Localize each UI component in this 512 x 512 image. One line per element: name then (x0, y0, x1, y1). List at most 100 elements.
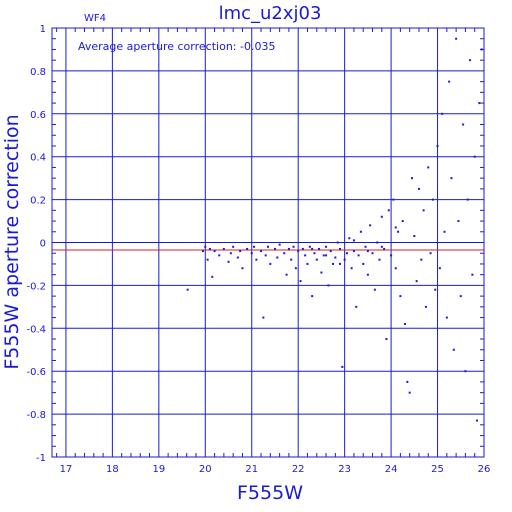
data-point-0-101 (455, 37, 458, 40)
data-point-0-31 (292, 245, 295, 248)
data-point-0-112 (480, 48, 483, 51)
y-tick-label-6: -0.2 (26, 281, 46, 292)
data-point-0-118 (380, 245, 383, 248)
data-point-0-34 (299, 280, 302, 283)
data-point-0-119 (394, 226, 397, 229)
data-point-0-29 (287, 247, 290, 250)
data-point-0-43 (320, 271, 323, 274)
data-point-0-60 (359, 230, 362, 233)
data-point-0-85 (417, 187, 420, 190)
y-tick-label-4: 0.2 (30, 196, 46, 207)
x-tick-label-0: 17 (60, 464, 73, 475)
data-point-0-45 (325, 245, 328, 248)
data-point-0-0 (186, 288, 189, 291)
data-point-0-2 (204, 245, 207, 248)
x-axis-label: F555W (237, 482, 303, 504)
average-annotation: Average aperture correction: -0.035 (78, 40, 275, 53)
data-point-0-116 (352, 239, 355, 242)
data-point-0-26 (278, 243, 281, 246)
data-point-0-17 (253, 245, 256, 248)
data-point-0-69 (380, 215, 383, 218)
data-point-0-90 (429, 252, 432, 255)
data-point-0-16 (250, 252, 253, 255)
data-point-0-109 (473, 155, 476, 158)
data-point-0-76 (397, 230, 400, 233)
data-point-0-30 (290, 258, 293, 261)
data-point-0-47 (329, 250, 332, 253)
data-points (186, 37, 483, 422)
data-point-0-100 (452, 348, 455, 351)
data-point-0-110 (476, 419, 479, 422)
data-point-0-20 (262, 316, 265, 319)
data-point-0-70 (383, 247, 386, 250)
data-point-0-22 (267, 245, 269, 248)
y-axis-label: F555W aperture correction (1, 114, 23, 369)
data-point-0-33 (297, 250, 300, 253)
data-point-0-103 (459, 295, 462, 298)
data-point-0-104 (462, 123, 465, 126)
data-point-0-88 (424, 305, 427, 308)
data-point-0-37 (306, 262, 309, 265)
x-tick-label-6: 23 (338, 464, 351, 475)
data-point-0-59 (357, 254, 360, 257)
data-point-0-13 (239, 250, 242, 253)
y-tick-label-8: -0.6 (26, 367, 46, 378)
data-point-0-79 (404, 323, 407, 326)
data-point-0-87 (422, 209, 425, 212)
data-point-0-41 (315, 258, 318, 261)
y-tick-label-10: -1 (36, 453, 46, 464)
data-point-0-58 (355, 305, 358, 308)
data-point-0-108 (471, 273, 474, 276)
data-point-0-9 (227, 260, 230, 263)
data-point-0-14 (241, 267, 244, 270)
data-point-0-106 (466, 198, 469, 201)
data-point-0-4 (208, 247, 211, 250)
data-point-0-72 (387, 209, 390, 212)
data-point-0-77 (399, 295, 402, 298)
data-point-0-111 (478, 102, 481, 105)
data-point-0-78 (401, 220, 404, 223)
data-point-0-28 (285, 273, 288, 276)
data-point-0-97 (445, 316, 448, 319)
data-point-0-5 (211, 275, 214, 278)
data-point-0-48 (332, 262, 335, 265)
x-tick-label-5: 22 (292, 464, 305, 475)
data-point-0-86 (420, 258, 423, 261)
data-point-0-7 (218, 254, 221, 257)
y-tick-label-1: 0.8 (30, 67, 46, 78)
data-point-0-23 (269, 262, 272, 265)
data-point-0-52 (341, 365, 344, 368)
x-tick-labels: 17 18 19 20 21 22 23 24 25 26 (60, 464, 491, 475)
data-point-0-102 (457, 220, 460, 223)
data-point-0-18 (255, 258, 258, 261)
data-point-0-83 (413, 235, 416, 238)
data-point-0-65 (371, 252, 374, 255)
data-point-0-10 (229, 252, 232, 255)
data-point-0-12 (236, 256, 239, 259)
data-point-0-36 (304, 254, 307, 257)
data-point-0-21 (264, 254, 267, 257)
data-point-0-73 (390, 254, 393, 257)
data-point-0-32 (294, 267, 297, 270)
data-point-0-107 (469, 59, 472, 62)
data-point-0-67 (376, 241, 379, 244)
data-point-0-56 (350, 267, 353, 270)
data-point-0-92 (434, 288, 437, 291)
data-point-0-3 (206, 258, 209, 261)
x-tick-label-8: 25 (431, 464, 444, 475)
y-tick-label-9: -0.8 (26, 410, 46, 421)
data-point-0-98 (448, 80, 451, 83)
data-point-0-50 (336, 241, 339, 244)
data-point-0-27 (283, 252, 286, 255)
data-point-0-57 (352, 250, 355, 253)
x-tick-label-2: 19 (152, 464, 165, 475)
data-point-0-94 (438, 267, 441, 270)
data-point-0-64 (369, 224, 372, 227)
data-point-0-81 (408, 391, 411, 394)
y-tick-labels: 1 0.8 0.6 0.4 0.2 0 -0.2 -0.4 -0.6 -0.8 -1 (26, 24, 46, 464)
data-point-0-61 (362, 262, 365, 265)
y-tick-label-3: 0.4 (30, 153, 46, 164)
data-point-0-8 (222, 247, 225, 250)
data-point-0-19 (260, 250, 263, 253)
